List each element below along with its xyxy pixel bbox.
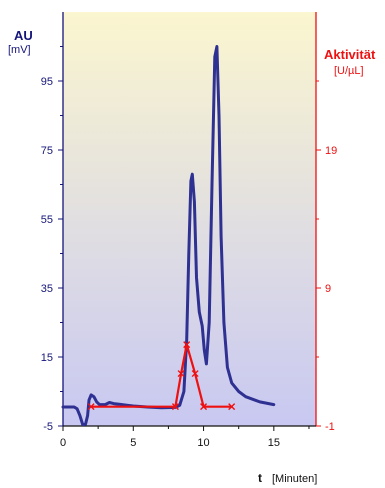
activity-marker-stroke: [87, 403, 95, 411]
x-axis-title: t: [258, 471, 262, 485]
axes-layer: -5 15 35 55 75 95 -1 9 19 0 5 10 15: [41, 12, 337, 449]
left-axis-tick-label: 95: [41, 76, 53, 88]
left-axis-tick-label: 75: [41, 145, 53, 157]
right-axis-title: Aktivität: [324, 47, 376, 62]
left-axis-tick-label: 15: [41, 352, 53, 364]
x-axis-unit: [Minuten]: [272, 473, 318, 485]
right-axis-tick-label: -1: [325, 421, 335, 433]
x-axis-tick-label: 5: [130, 437, 136, 449]
activity-data-point: [171, 403, 179, 411]
activity-marker-stroke: [171, 403, 179, 411]
activity-data-point: [87, 403, 95, 411]
activity-marker-stroke: [177, 370, 185, 378]
x-axis-tick-label: 10: [197, 437, 209, 449]
left-axis-title: AU: [14, 28, 33, 43]
right-axis-tick-label: 19: [325, 145, 337, 157]
activity-marker-stroke: [200, 403, 208, 411]
series-layer: [61, 45, 276, 427]
left-axis-tick-label: 35: [41, 283, 53, 295]
left-axis-unit: [mV]: [8, 44, 31, 56]
left-axis-tick-label: 55: [41, 214, 53, 226]
activity-marker-stroke: [228, 403, 236, 411]
left-axis-tick-label: -5: [43, 421, 53, 433]
right-axis-tick-label: 9: [325, 283, 331, 295]
activity-data-point: [191, 370, 199, 378]
activity-data-point: [183, 341, 191, 349]
activity-marker-stroke: [191, 370, 199, 378]
activity-data-point: [200, 403, 208, 411]
activity-data-point: [177, 370, 185, 378]
x-axis-tick-label: 0: [60, 437, 66, 449]
activity-marker-stroke: [183, 341, 191, 349]
activity-data-point: [228, 403, 236, 411]
right-axis-unit: [U/µL]: [334, 65, 364, 77]
absorbance-series-line: [61, 45, 276, 427]
x-axis-tick-label: 15: [268, 437, 280, 449]
